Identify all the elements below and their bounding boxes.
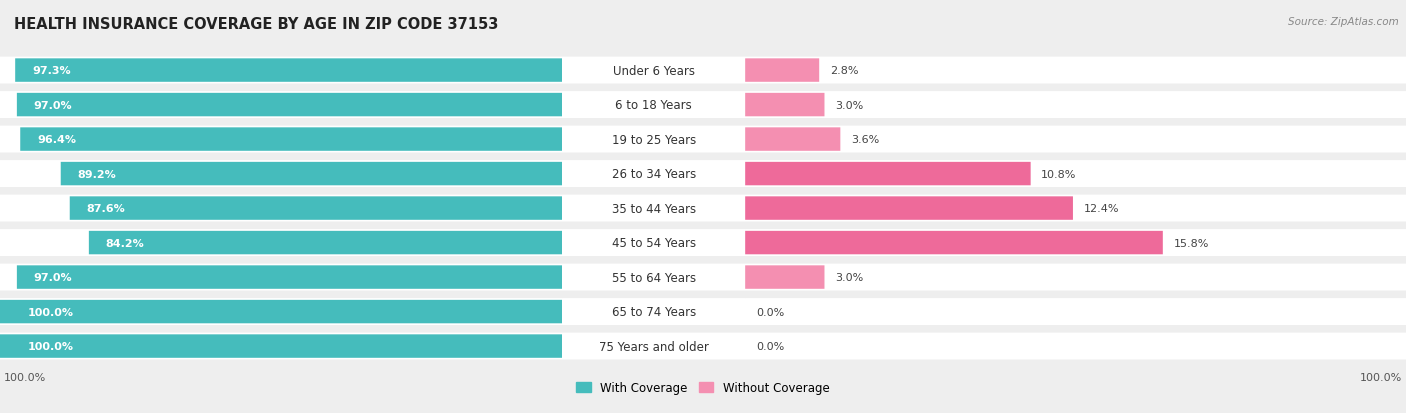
Text: 2.8%: 2.8% — [830, 66, 858, 76]
Text: 0.0%: 0.0% — [756, 341, 785, 351]
Text: 97.3%: 97.3% — [32, 66, 70, 76]
FancyBboxPatch shape — [745, 298, 1406, 325]
Text: 35 to 44 Years: 35 to 44 Years — [612, 202, 696, 215]
FancyBboxPatch shape — [745, 333, 1406, 360]
FancyBboxPatch shape — [561, 92, 747, 119]
Text: 0.0%: 0.0% — [756, 307, 785, 317]
Text: 89.2%: 89.2% — [77, 169, 117, 179]
FancyBboxPatch shape — [745, 59, 820, 83]
Text: 84.2%: 84.2% — [105, 238, 145, 248]
FancyBboxPatch shape — [0, 126, 562, 153]
FancyBboxPatch shape — [745, 195, 1406, 222]
FancyBboxPatch shape — [561, 195, 747, 222]
FancyBboxPatch shape — [745, 128, 841, 152]
Text: 12.4%: 12.4% — [1084, 204, 1119, 214]
FancyBboxPatch shape — [561, 230, 747, 256]
Text: 96.4%: 96.4% — [37, 135, 76, 145]
FancyBboxPatch shape — [561, 333, 747, 360]
FancyBboxPatch shape — [745, 230, 1406, 256]
Text: 10.8%: 10.8% — [1042, 169, 1077, 179]
FancyBboxPatch shape — [0, 57, 562, 84]
FancyBboxPatch shape — [561, 57, 747, 84]
FancyBboxPatch shape — [745, 92, 1406, 119]
Text: Source: ZipAtlas.com: Source: ZipAtlas.com — [1288, 17, 1399, 26]
Text: 65 to 74 Years: 65 to 74 Years — [612, 305, 696, 318]
FancyBboxPatch shape — [17, 266, 562, 289]
FancyBboxPatch shape — [0, 195, 562, 222]
FancyBboxPatch shape — [745, 161, 1406, 188]
FancyBboxPatch shape — [745, 94, 824, 117]
Text: 6 to 18 Years: 6 to 18 Years — [616, 99, 692, 112]
Text: 15.8%: 15.8% — [1174, 238, 1209, 248]
Text: Under 6 Years: Under 6 Years — [613, 64, 695, 77]
FancyBboxPatch shape — [60, 162, 562, 186]
Text: HEALTH INSURANCE COVERAGE BY AGE IN ZIP CODE 37153: HEALTH INSURANCE COVERAGE BY AGE IN ZIP … — [14, 17, 499, 31]
FancyBboxPatch shape — [561, 126, 747, 153]
FancyBboxPatch shape — [745, 57, 1406, 84]
Text: 3.6%: 3.6% — [851, 135, 879, 145]
FancyBboxPatch shape — [20, 128, 562, 152]
FancyBboxPatch shape — [0, 298, 562, 325]
Text: 100.0%: 100.0% — [1360, 372, 1402, 382]
Text: 100.0%: 100.0% — [28, 341, 75, 351]
FancyBboxPatch shape — [745, 126, 1406, 153]
Text: 55 to 64 Years: 55 to 64 Years — [612, 271, 696, 284]
Text: 3.0%: 3.0% — [835, 273, 863, 282]
FancyBboxPatch shape — [745, 266, 824, 289]
FancyBboxPatch shape — [745, 231, 1163, 255]
FancyBboxPatch shape — [70, 197, 562, 220]
FancyBboxPatch shape — [0, 333, 562, 360]
FancyBboxPatch shape — [0, 300, 562, 323]
Legend: With Coverage, Without Coverage: With Coverage, Without Coverage — [572, 377, 834, 399]
FancyBboxPatch shape — [561, 264, 747, 291]
Text: 45 to 54 Years: 45 to 54 Years — [612, 237, 696, 249]
FancyBboxPatch shape — [0, 161, 562, 188]
FancyBboxPatch shape — [745, 197, 1073, 220]
Text: 87.6%: 87.6% — [87, 204, 125, 214]
Text: 3.0%: 3.0% — [835, 100, 863, 110]
FancyBboxPatch shape — [0, 335, 562, 358]
FancyBboxPatch shape — [745, 264, 1406, 291]
FancyBboxPatch shape — [0, 264, 562, 291]
FancyBboxPatch shape — [0, 230, 562, 256]
Text: 19 to 25 Years: 19 to 25 Years — [612, 133, 696, 146]
Text: 97.0%: 97.0% — [34, 273, 72, 282]
FancyBboxPatch shape — [0, 92, 562, 119]
FancyBboxPatch shape — [89, 231, 562, 255]
Text: 26 to 34 Years: 26 to 34 Years — [612, 168, 696, 180]
Text: 75 Years and older: 75 Years and older — [599, 340, 709, 353]
FancyBboxPatch shape — [561, 161, 747, 188]
Text: 100.0%: 100.0% — [28, 307, 75, 317]
Text: 100.0%: 100.0% — [4, 372, 46, 382]
Text: 97.0%: 97.0% — [34, 100, 72, 110]
FancyBboxPatch shape — [17, 94, 562, 117]
FancyBboxPatch shape — [15, 59, 562, 83]
FancyBboxPatch shape — [561, 298, 747, 325]
FancyBboxPatch shape — [745, 162, 1031, 186]
